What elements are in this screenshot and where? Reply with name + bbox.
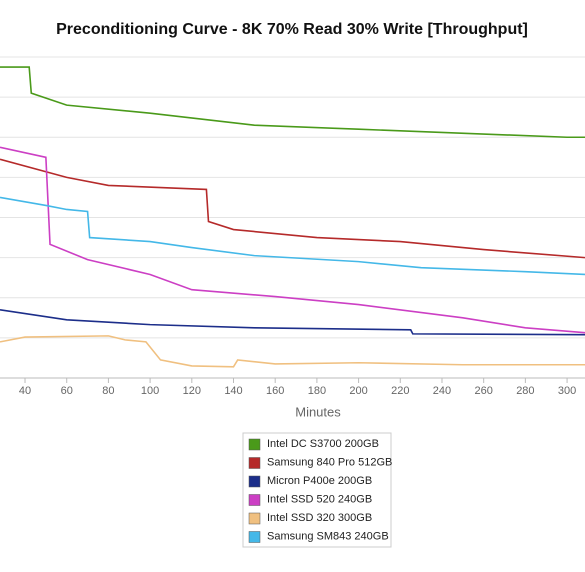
x-tick-label: 200 xyxy=(349,385,367,397)
x-tick-label: 60 xyxy=(61,385,73,397)
x-tick-label: 220 xyxy=(391,385,409,397)
series-line xyxy=(0,196,585,276)
legend-label: Intel DC S3700 200GB xyxy=(267,438,379,450)
series-line xyxy=(0,66,585,139)
x-tick-label: 80 xyxy=(102,385,114,397)
x-tick-label: 180 xyxy=(308,385,326,397)
legend-swatch xyxy=(248,494,261,506)
x-tick-label: 240 xyxy=(433,385,451,397)
x-tick-label: 140 xyxy=(224,385,242,397)
x-tick-label: 160 xyxy=(266,385,284,397)
legend-label: Micron P400e 200GB xyxy=(267,475,372,487)
legend-swatch xyxy=(248,512,261,525)
x-tick-label: 300 xyxy=(558,385,576,397)
legend-label: Samsung SM843 240GB xyxy=(267,530,389,542)
x-tick-label: 280 xyxy=(516,385,534,397)
x-tick-label: 120 xyxy=(183,385,201,397)
legend-swatch xyxy=(248,438,261,451)
legend-label: Intel SSD 520 240GB xyxy=(267,493,372,505)
x-tick-label: 100 xyxy=(141,385,159,397)
series-line xyxy=(0,158,585,259)
series-line xyxy=(0,308,585,336)
legend-swatch xyxy=(248,475,261,488)
legend-swatch xyxy=(248,457,261,469)
legend-label: Intel SSD 320 300GB xyxy=(267,512,372,524)
series-line xyxy=(0,335,585,368)
x-tick-label: 40 xyxy=(19,385,31,397)
legend xyxy=(242,432,392,548)
chart-title: Preconditioning Curve - 8K 70% Read 30% … xyxy=(56,21,528,38)
x-tick-label: 260 xyxy=(474,385,492,397)
legend-label: Samsung 840 Pro 512GB xyxy=(267,456,392,468)
legend-swatch xyxy=(248,531,261,543)
x-axis-label: Minutes xyxy=(295,404,341,419)
series-line xyxy=(0,146,585,334)
